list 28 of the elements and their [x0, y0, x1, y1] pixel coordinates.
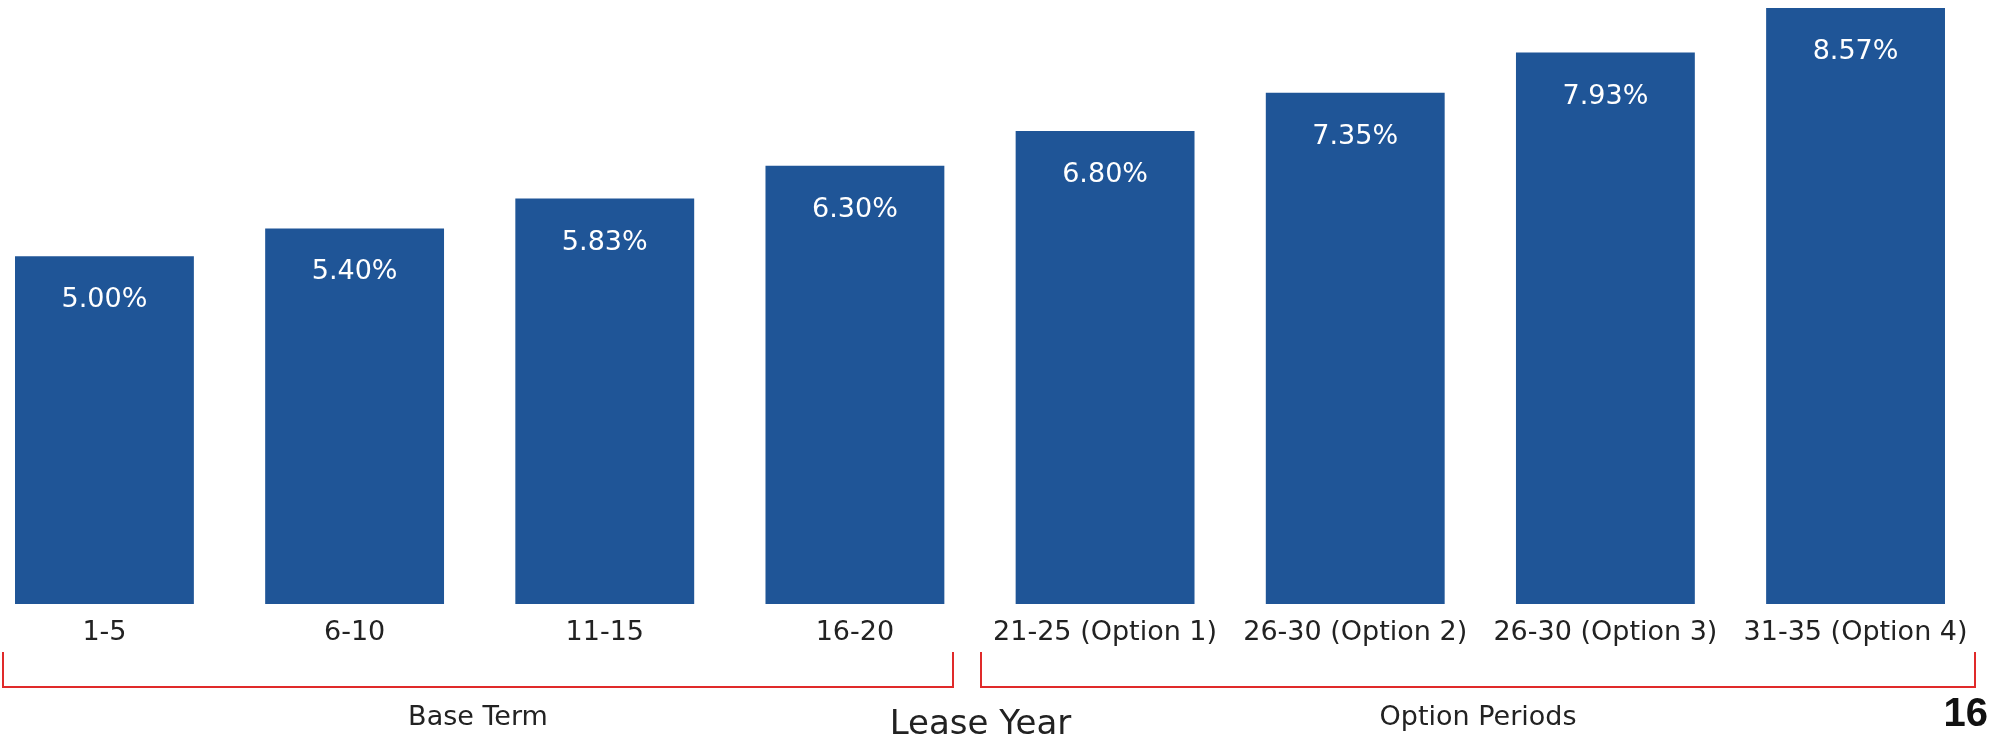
bar: [1766, 8, 1945, 604]
x-tick-label: 26-30 (Option 2): [1243, 614, 1468, 646]
data-label: 5.83%: [561, 224, 648, 256]
data-label: 6.30%: [812, 191, 898, 223]
x-tick-label: 21-25 (Option 1): [993, 614, 1218, 646]
data-label: 7.35%: [1312, 118, 1399, 150]
data-label: 5.00%: [61, 282, 148, 314]
x-tick-label: 31-35 (Option 4): [1743, 614, 1968, 646]
x-tick-label: 6-10: [323, 614, 386, 646]
x-tick-label: 16-20: [815, 614, 895, 646]
text: Base Term: [408, 700, 548, 731]
bar: [765, 165, 945, 604]
data-label: 7.93%: [1562, 78, 1649, 110]
bar: [265, 228, 445, 604]
x-axis-title: Lease Year: [889, 701, 1072, 742]
bar: [515, 198, 695, 604]
bar: [1015, 131, 1195, 604]
x-tick-label: 1-5: [82, 614, 127, 646]
bar: [1515, 52, 1695, 604]
bar: [1265, 92, 1445, 604]
x-tick-label: 26-30 (Option 3): [1493, 614, 1718, 646]
data-label: 8.57%: [1812, 34, 1899, 65]
data-label: 5.40%: [311, 254, 398, 286]
bar: [15, 256, 194, 604]
text: 16: [1943, 690, 1988, 735]
data-label: 6.80%: [1062, 157, 1148, 189]
x-tick-label: 11-15: [565, 614, 644, 646]
text: Option Periods: [1379, 700, 1577, 731]
